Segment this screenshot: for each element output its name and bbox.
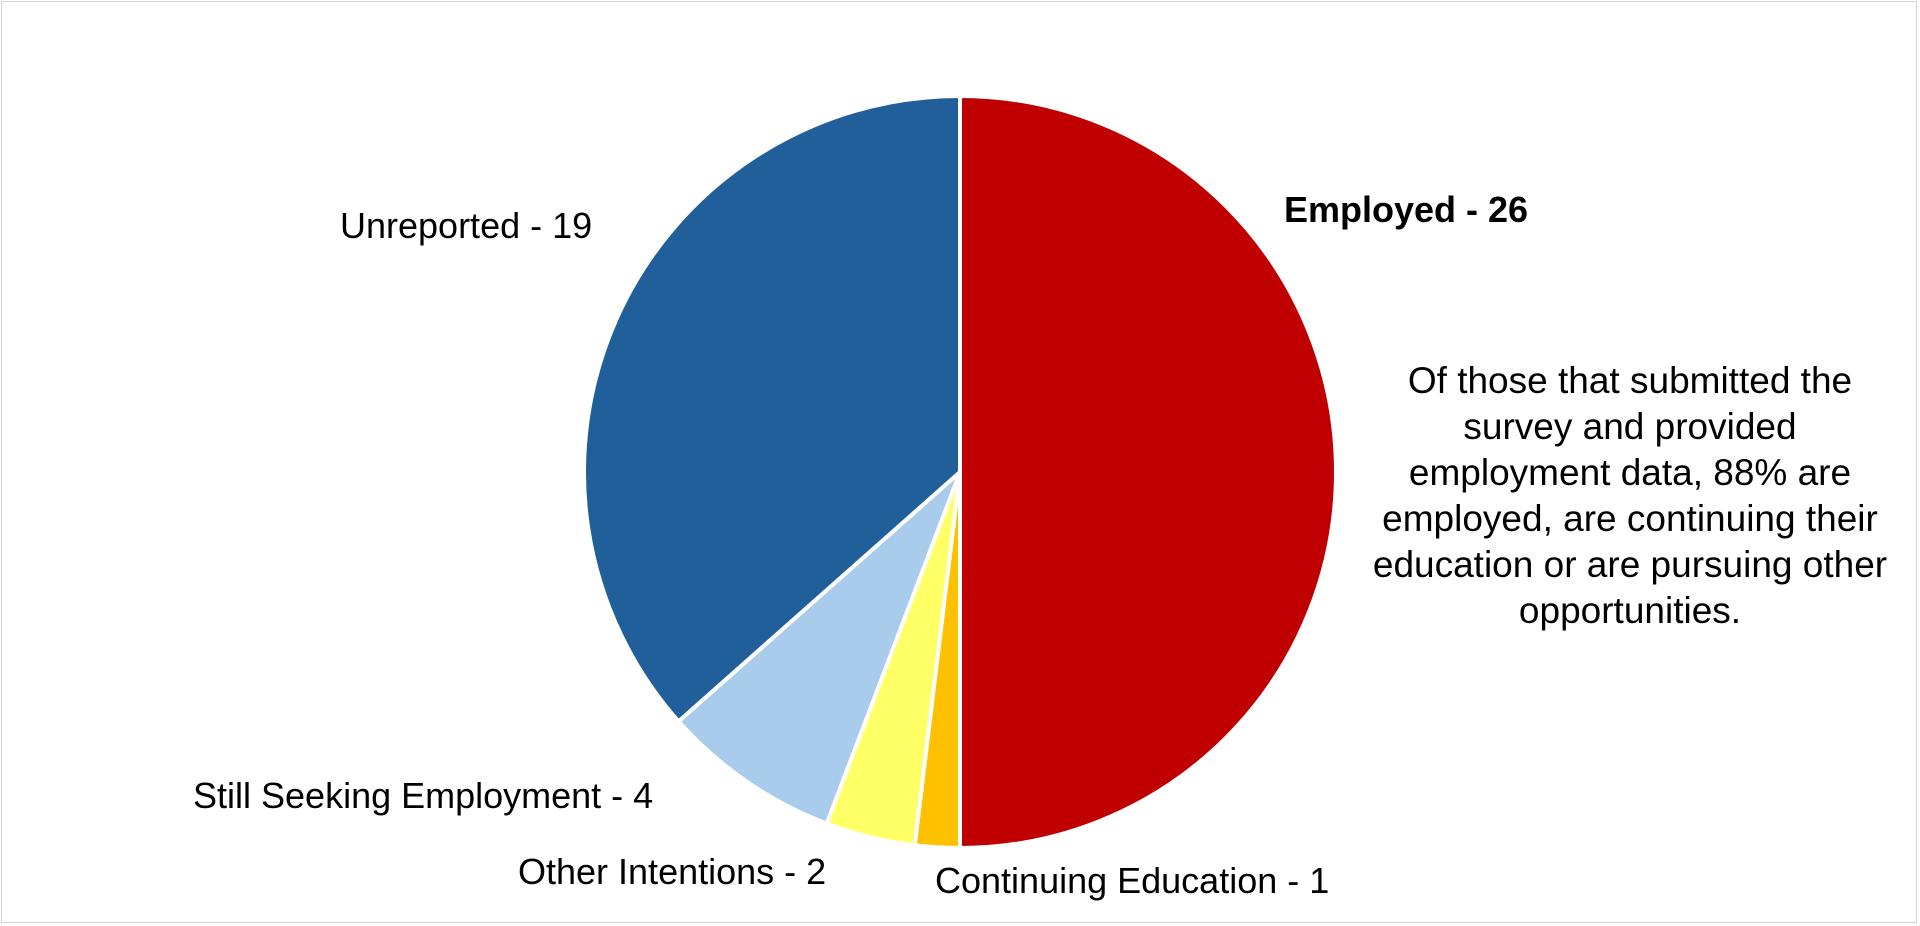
slice-label-unreported: Unreported - 19 <box>340 205 593 246</box>
slice-label-continuing-education: Continuing Education - 1 <box>935 860 1330 901</box>
slice-label-other-intentions: Other Intentions - 2 <box>518 851 827 892</box>
chart-annotation: Of those that submitted the survey and p… <box>1372 360 1888 631</box>
pie-slice-employed <box>958 94 1338 850</box>
pie-slice-still-seeking-employment <box>676 470 962 826</box>
slice-label-employed: Employed - 26 <box>1284 189 1529 230</box>
pie-slice-unreported <box>582 94 962 724</box>
slice-label-still-seeking-employment: Still Seeking Employment - 4 <box>193 775 654 816</box>
